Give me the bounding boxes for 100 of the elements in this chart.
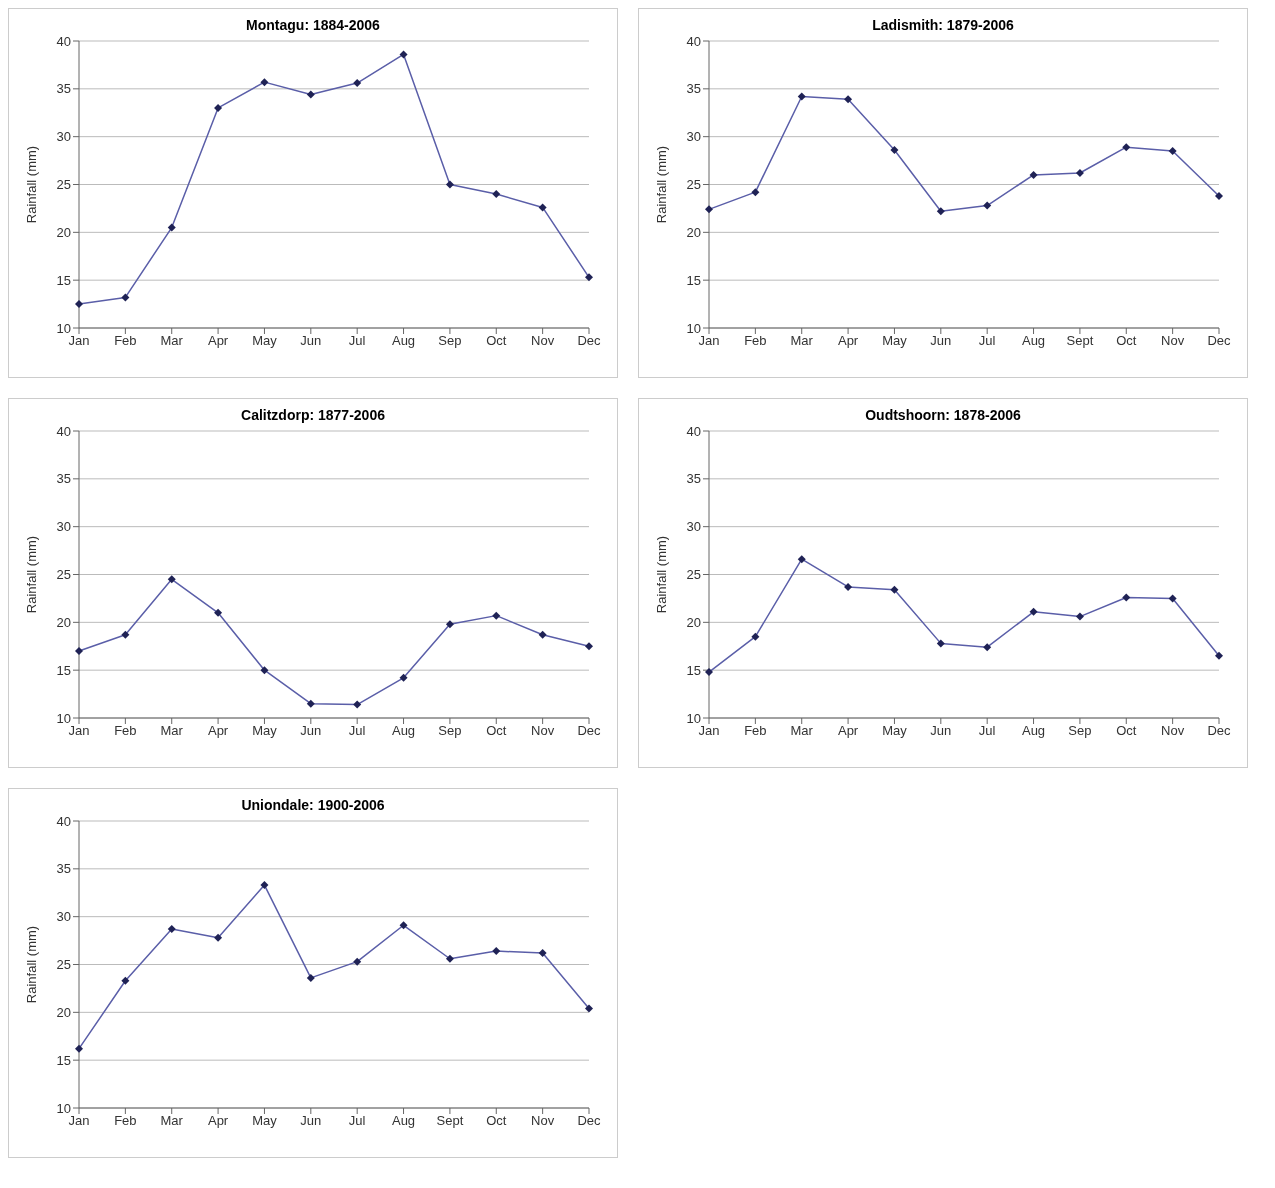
x-tick-label: Aug	[391, 333, 416, 349]
y-tick-label: 10	[56, 710, 71, 726]
y-axis-title: Rainfall (mm)	[653, 535, 669, 614]
x-tick-label: Jul	[978, 723, 996, 739]
x-tick-label: Apr	[837, 333, 859, 349]
y-tick-label: 15	[686, 272, 701, 288]
x-tick-label: Oct	[486, 723, 507, 739]
y-tick-label: 30	[56, 909, 71, 925]
x-tick-label: Dec	[577, 1113, 602, 1129]
chart-title: Ladismith: 1879-2006	[871, 16, 1015, 33]
x-tick-label: Aug	[1021, 723, 1046, 739]
chart-title: Uniondale: 1900-2006	[240, 796, 386, 813]
x-tick-label: Dec	[1207, 723, 1232, 739]
y-tick-label: 35	[56, 861, 71, 877]
x-tick-label: Jul	[348, 723, 366, 739]
x-tick-label: Nov	[531, 1113, 555, 1129]
y-tick-label: 25	[56, 177, 71, 193]
x-tick-label: Nov	[531, 723, 555, 739]
x-tick-label: Jan	[68, 723, 90, 739]
x-tick-label: Jan	[68, 333, 90, 349]
y-tick-label: 30	[686, 129, 701, 145]
x-tick-label: Aug	[1021, 333, 1046, 349]
x-tick-label: May	[252, 723, 278, 739]
x-tick-label: Mar	[160, 1113, 184, 1129]
y-tick-label: 25	[56, 957, 71, 973]
x-tick-label: Aug	[391, 723, 416, 739]
y-tick-label: 20	[56, 614, 71, 630]
y-tick-label: 25	[686, 177, 701, 193]
x-tick-label: Dec	[577, 723, 602, 739]
y-tick-label: 20	[686, 614, 701, 630]
y-tick-label: 15	[56, 1052, 71, 1068]
x-tick-label: Mar	[160, 723, 184, 739]
y-tick-label: 30	[56, 129, 71, 145]
x-tick-label: Apr	[207, 723, 229, 739]
x-tick-label: Dec	[1207, 333, 1232, 349]
x-tick-label: Sep	[438, 333, 462, 349]
y-tick-label: 15	[56, 662, 71, 678]
y-tick-label: 35	[56, 471, 71, 487]
x-tick-label: Feb	[114, 1113, 137, 1129]
y-tick-label: 25	[686, 567, 701, 583]
chart-title: Oudtshoorn: 1878-2006	[864, 406, 1022, 423]
x-tick-label: Oct	[486, 1113, 507, 1129]
x-tick-label: Aug	[391, 1113, 416, 1129]
x-tick-label: Dec	[577, 333, 602, 349]
x-tick-label: Mar	[790, 723, 814, 739]
x-tick-label: Nov	[531, 333, 555, 349]
y-tick-label: 30	[686, 519, 701, 535]
x-tick-label: Jun	[300, 1113, 322, 1129]
x-tick-label: Sept	[1066, 333, 1094, 349]
y-tick-label: 20	[56, 224, 71, 240]
y-tick-label: 15	[56, 272, 71, 288]
y-axis-title: Rainfall (mm)	[23, 145, 39, 224]
x-tick-label: Mar	[160, 333, 184, 349]
x-tick-label: Oct	[1116, 723, 1137, 739]
y-tick-label: 40	[56, 813, 71, 829]
x-tick-label: Jul	[978, 333, 996, 349]
y-tick-label: 35	[686, 81, 701, 97]
x-tick-label: Jun	[930, 723, 952, 739]
x-tick-label: Jan	[698, 333, 720, 349]
x-tick-label: Jun	[300, 333, 322, 349]
y-tick-label: 40	[686, 33, 701, 49]
y-tick-label: 10	[686, 320, 701, 336]
x-tick-label: Jul	[348, 333, 366, 349]
x-tick-label: May	[882, 723, 908, 739]
x-tick-label: Feb	[114, 723, 137, 739]
x-tick-label: Jun	[300, 723, 322, 739]
chart-title: Montagu: 1884-2006	[245, 16, 381, 33]
chart-title: Calitzdorp: 1877-2006	[240, 406, 386, 423]
y-axis-title: Rainfall (mm)	[23, 925, 39, 1004]
y-axis-title: Rainfall (mm)	[23, 535, 39, 614]
x-tick-label: Oct	[486, 333, 507, 349]
x-tick-label: Jan	[698, 723, 720, 739]
y-tick-label: 35	[686, 471, 701, 487]
x-tick-label: Nov	[1161, 333, 1185, 349]
x-tick-label: Jun	[930, 333, 952, 349]
x-tick-label: Apr	[837, 723, 859, 739]
x-tick-label: Sep	[438, 723, 462, 739]
x-tick-label: May	[252, 1113, 278, 1129]
y-axis-title: Rainfall (mm)	[653, 145, 669, 224]
x-tick-label: Nov	[1161, 723, 1185, 739]
x-tick-label: Sep	[1068, 723, 1092, 739]
y-tick-label: 35	[56, 81, 71, 97]
y-tick-label: 40	[56, 33, 71, 49]
y-tick-label: 25	[56, 567, 71, 583]
x-tick-label: May	[252, 333, 278, 349]
x-tick-label: May	[882, 333, 908, 349]
y-tick-label: 20	[56, 1004, 71, 1020]
x-tick-label: Feb	[744, 723, 767, 739]
y-tick-label: 10	[56, 1100, 71, 1116]
y-tick-label: 10	[686, 710, 701, 726]
y-tick-label: 40	[56, 423, 71, 439]
x-tick-label: Apr	[207, 333, 229, 349]
y-tick-label: 30	[56, 519, 71, 535]
x-tick-label: Mar	[790, 333, 814, 349]
x-tick-label: Oct	[1116, 333, 1137, 349]
x-tick-label: Feb	[114, 333, 137, 349]
x-tick-label: Sept	[436, 1113, 464, 1129]
y-tick-label: 20	[686, 224, 701, 240]
y-tick-label: 10	[56, 320, 71, 336]
x-tick-label: Feb	[744, 333, 767, 349]
